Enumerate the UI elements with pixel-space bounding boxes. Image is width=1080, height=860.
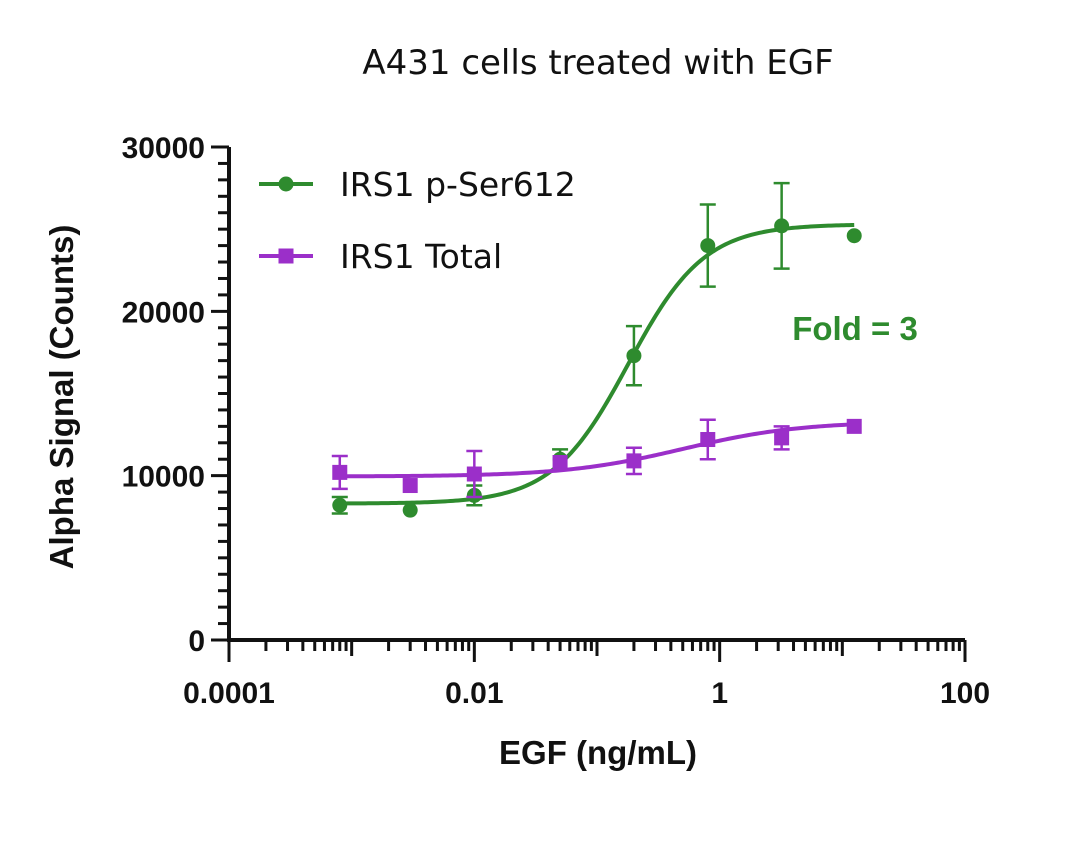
series-irs1-total bbox=[331, 418, 862, 499]
data-point bbox=[700, 432, 716, 448]
data-point bbox=[700, 238, 716, 254]
data-point bbox=[774, 430, 790, 446]
fit-curve bbox=[339, 422, 855, 479]
data-point bbox=[626, 453, 642, 469]
data-point bbox=[552, 455, 568, 471]
legend-label: IRS1 p-Ser612 bbox=[340, 165, 576, 204]
y-tick-label: 10000 bbox=[122, 461, 205, 494]
x-tick-label: 1 bbox=[711, 677, 728, 710]
data-point bbox=[332, 497, 348, 513]
legend-marker bbox=[278, 248, 294, 264]
data-point bbox=[402, 502, 418, 518]
data-point bbox=[846, 418, 862, 434]
legend-label: IRS1 Total bbox=[340, 237, 502, 276]
legend: IRS1 p-Ser612 IRS1 Total bbox=[259, 165, 576, 276]
annotation-fold: Fold = 3 bbox=[792, 310, 918, 347]
series-irs1-p-ser612 bbox=[331, 181, 862, 518]
y-tick-label: 30000 bbox=[122, 132, 205, 165]
chart-title: A431 cells treated with EGF bbox=[362, 43, 833, 83]
x-tick-label: 0.01 bbox=[445, 677, 503, 710]
fit-curve bbox=[339, 222, 855, 506]
x-tick-label: 0.0001 bbox=[183, 677, 275, 710]
legend-marker bbox=[278, 176, 294, 192]
data-point bbox=[774, 218, 790, 234]
data-point bbox=[466, 466, 482, 482]
y-axis-title: Alpha Signal (Counts) bbox=[43, 225, 80, 570]
y-tick-label: 20000 bbox=[122, 296, 205, 329]
data-point bbox=[332, 464, 348, 480]
x-axis-title: EGF (ng/mL) bbox=[499, 734, 697, 771]
data-point bbox=[402, 478, 418, 494]
axes: 0 10000 20000 30000 0.0001 0.01 1 100 bbox=[122, 132, 990, 710]
plot-area bbox=[331, 181, 862, 518]
data-point bbox=[626, 348, 642, 364]
y-tick-label: 0 bbox=[188, 625, 205, 658]
x-tick-label: 100 bbox=[940, 677, 990, 710]
data-point bbox=[846, 228, 862, 244]
